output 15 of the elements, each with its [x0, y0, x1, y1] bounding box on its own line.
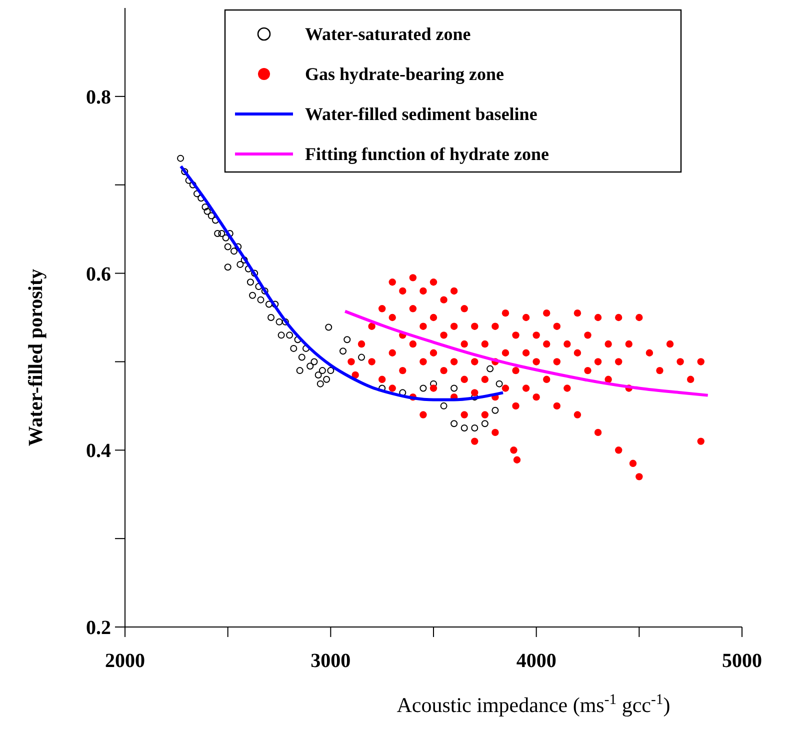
y-tick-label: 0.2	[86, 617, 111, 639]
y-tick-label: 0.8	[86, 86, 111, 108]
x-tick-label: 5000	[722, 650, 762, 672]
legend-label: Water-filled sediment baseline	[305, 104, 538, 124]
legend-label: Water-saturated zone	[305, 24, 471, 44]
x-tick-label: 2000	[105, 650, 145, 672]
line-series	[344, 310, 710, 397]
x-axis-title: Acoustic impedance (ms$^{-1}$ gcc$^{-1}$)	[396, 692, 670, 717]
y-axis-title: Water-filled porosity	[25, 268, 47, 446]
y-tick-label: 0.4	[86, 440, 111, 462]
x-tick-label: 3000	[310, 650, 351, 672]
x-tick-label: 4000	[516, 650, 556, 672]
y-tick-label: 0.6	[86, 263, 111, 286]
legend-label: Gas hydrate-bearing zone	[305, 64, 504, 84]
legend-label: Fitting function of hydrate zone	[305, 144, 549, 164]
